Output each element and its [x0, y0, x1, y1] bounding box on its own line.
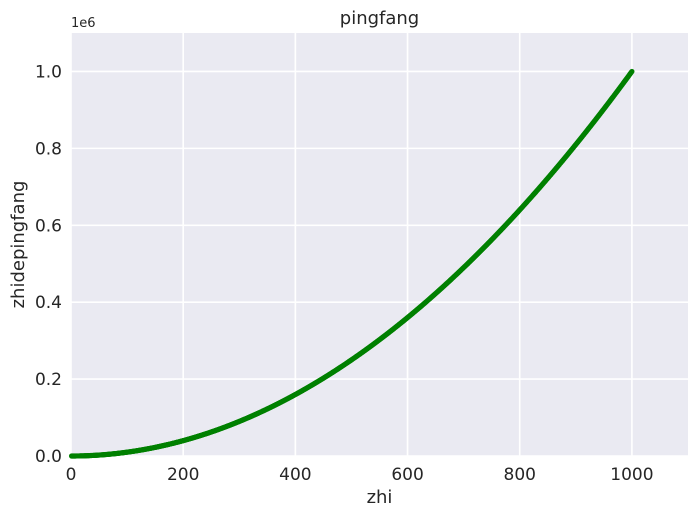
- x-tick-label: 0: [66, 465, 77, 485]
- y-tick-label: 1.0: [35, 62, 62, 82]
- x-axis-label: zhi: [367, 487, 393, 508]
- plot-area: [71, 33, 688, 456]
- y-tick-label: 0.0: [35, 447, 62, 467]
- x-tick-label: 200: [167, 465, 199, 485]
- y-tick-label: 0.6: [35, 216, 62, 236]
- y-tick-label: 0.2: [35, 370, 62, 390]
- data-series: [68, 68, 635, 459]
- y-axis-offset-label: 1e6: [71, 16, 96, 31]
- chart-title: pingfang: [340, 8, 419, 29]
- x-tick-label: 1000: [610, 465, 653, 485]
- x-axis: 0 200 400 600 800 1000: [66, 465, 654, 485]
- y-tick-label: 0.4: [35, 293, 62, 313]
- x-tick-label: 800: [504, 465, 536, 485]
- x-tick-label: 600: [391, 465, 423, 485]
- data-point: [629, 68, 635, 75]
- y-axis: 0.0 0.2 0.4 0.6 0.8 1.0: [35, 62, 62, 467]
- y-tick-label: 0.8: [35, 139, 62, 159]
- x-tick-label: 400: [279, 465, 311, 485]
- grid: [70, 33, 688, 457]
- y-axis-label: zhidepingfang: [8, 181, 29, 309]
